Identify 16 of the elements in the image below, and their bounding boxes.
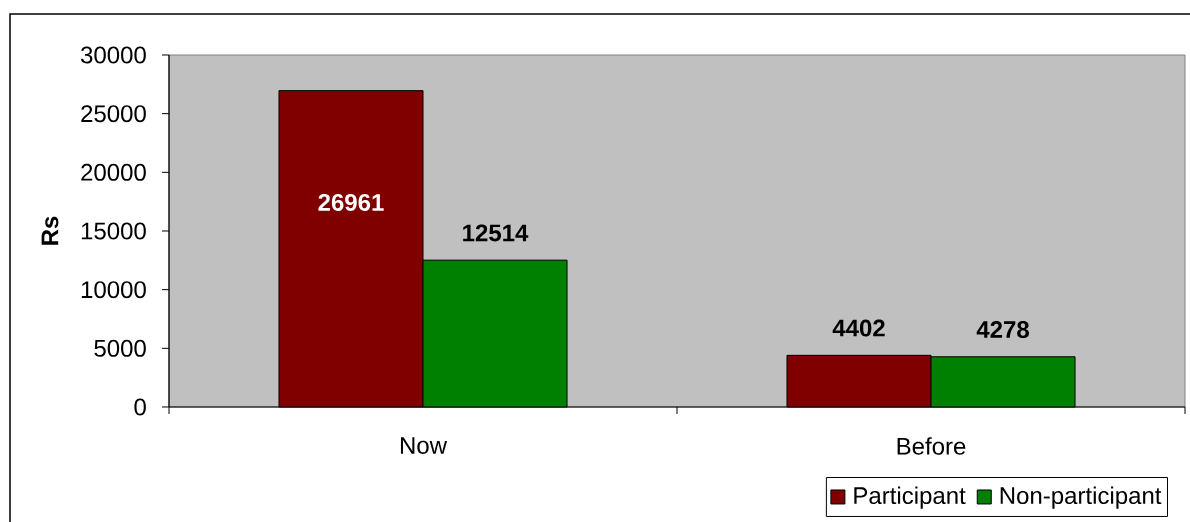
legend-label: Participant	[854, 486, 966, 509]
data-label: 4402	[832, 319, 885, 337]
data-label: 12514	[463, 224, 529, 242]
y-tick-label: 25000	[81, 105, 146, 123]
y-tick-label: 30000	[80, 46, 146, 64]
x-tick-label: Before	[897, 437, 966, 455]
y-tick-label: 0	[134, 398, 146, 416]
x-tick-label: Now	[400, 437, 448, 454]
data-label: 4278	[976, 321, 1029, 339]
y-tick-label: 20000	[81, 163, 146, 181]
y-tick-label: 5000	[94, 339, 146, 357]
y-tick-label: 10000	[81, 281, 146, 299]
legend-label: Non-participant	[1000, 486, 1162, 509]
y-axis-title: Rs	[41, 216, 59, 245]
data-label: 26961	[318, 193, 384, 211]
y-tick-label: 15000	[81, 222, 146, 240]
